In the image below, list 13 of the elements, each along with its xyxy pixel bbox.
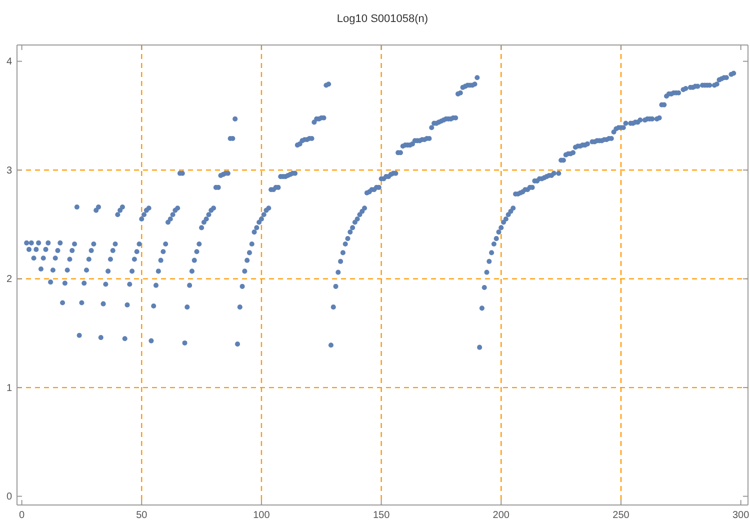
x-tick-label: 250 [612,510,630,522]
x-tick-label: 0 [19,510,26,522]
chart-title: Log10 S001058(n) [336,13,428,25]
x-tick-label: 200 [492,510,510,522]
x-tick-label: 300 [732,510,750,522]
y-tick-label: 1 [6,382,12,394]
y-tick-label: 0 [6,492,12,502]
y-tick-label: 2 [6,274,12,286]
x-tick-label: 100 [253,510,270,522]
y-tick-label: 4 [6,56,12,68]
x-tick-label: 50 [136,510,148,522]
y-tick-label: 3 [6,165,12,176]
x-tick-label: 150 [372,510,390,522]
